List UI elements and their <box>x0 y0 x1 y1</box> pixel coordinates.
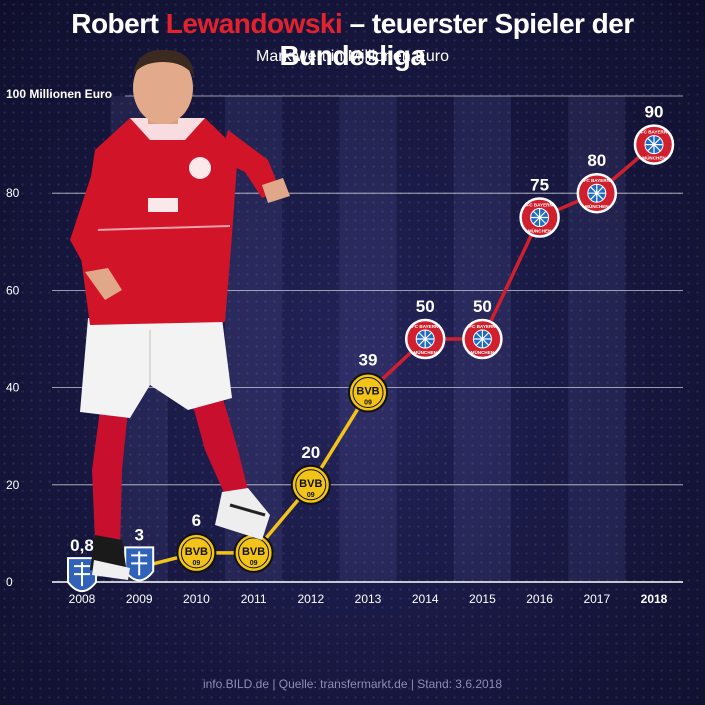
bayern-crest-text-bottom: MÜNCHEN <box>642 155 666 161</box>
column-band <box>339 96 397 582</box>
bayern-badge-marker: FC BAYERN MÜNCHEN <box>519 197 560 238</box>
series-line-segment <box>480 215 542 341</box>
x-tick-label: 2016 <box>526 592 553 606</box>
bayern-crest-text: FC BAYERN <box>469 324 496 329</box>
y-tick-label: 60 <box>6 283 20 297</box>
bayern-crest-text: FC BAYERN <box>641 130 668 135</box>
x-tick-label: 2013 <box>355 592 382 606</box>
bvb-badge-marker: BVB 09 <box>348 372 388 413</box>
bayern-badge-marker: FC BAYERN MÜNCHEN <box>576 172 618 214</box>
bayern-crest-text: FC BAYERN <box>526 203 553 208</box>
bayern-crest-text-bottom: MÜNCHEN <box>528 228 552 234</box>
y-axis-label: 100 Millionen Euro <box>6 87 113 101</box>
y-tick-label: 80 <box>6 186 20 200</box>
bvb-crest-year: 09 <box>364 399 372 406</box>
title-first-name: Robert <box>71 8 159 39</box>
y-tick-label: 20 <box>6 478 20 492</box>
bvb-badge-marker: BVB 09 <box>290 464 331 505</box>
data-label: 0,8 <box>70 536 94 555</box>
bvb-crest-year: 09 <box>193 560 201 567</box>
bayern-crest-diamonds <box>645 135 663 154</box>
data-label: 39 <box>359 350 378 369</box>
bayern-crest-text-bottom: MÜNCHEN <box>585 203 609 209</box>
bvb-crest-circle <box>290 464 331 505</box>
bayern-badge-marker: FC BAYERN MÜNCHEN <box>404 318 446 360</box>
y-tick-label: 0 <box>6 575 13 589</box>
x-tick-label: 2010 <box>183 592 210 606</box>
lech-badge-marker <box>67 557 97 593</box>
lech-crest-lines <box>74 562 90 587</box>
x-tick-label: 2018 <box>641 592 668 606</box>
bvb-crest-circle <box>176 532 217 573</box>
chart-subtitle: Marktwert in Millionen Euro <box>256 48 449 65</box>
data-label: 90 <box>645 103 664 122</box>
x-tick-label: 2015 <box>469 592 496 606</box>
x-tick-label: 2014 <box>412 592 439 606</box>
bayern-badge-marker: FC BAYERN MÜNCHEN <box>633 124 675 165</box>
bvb-crest-ring <box>295 469 327 501</box>
bvb-crest-text: BVB <box>242 546 265 558</box>
data-label: 80 <box>587 151 606 170</box>
bayern-crest-text: FC BAYERN <box>412 324 439 329</box>
data-label: 50 <box>416 297 435 316</box>
title-last-name: Lewandowski <box>165 8 343 39</box>
source-note: info.BILD.de | Quelle: transfermarkt.de … <box>202 677 503 691</box>
x-tick-label: 2009 <box>126 592 153 606</box>
bayern-crest-text-bottom: MÜNCHEN <box>471 349 495 355</box>
data-label: 50 <box>473 297 492 316</box>
bvb-badge-marker: BVB 09 <box>176 532 217 573</box>
x-tick-label: 2012 <box>297 592 324 606</box>
bvb-crest-ring <box>352 376 384 408</box>
bvb-crest-ring <box>238 537 270 569</box>
bayern-crest-text-bottom: MÜNCHEN <box>413 349 437 355</box>
bayern-crest-text: FC BAYERN <box>584 178 611 183</box>
bayern-badge-marker: FC BAYERN MÜNCHEN <box>462 318 503 360</box>
bvb-crest-text: BVB <box>299 478 322 490</box>
bvb-crest-circle <box>348 372 388 413</box>
bayern-crest-diamonds <box>587 184 606 203</box>
bvb-crest-year: 09 <box>250 560 258 567</box>
x-tick-label: 2008 <box>69 592 96 606</box>
bayern-crest-diamonds <box>473 330 492 348</box>
data-label: 20 <box>301 443 320 462</box>
bayern-crest-diamonds <box>416 330 435 348</box>
data-label: 3 <box>134 525 143 544</box>
bvb-crest-text: BVB <box>185 546 208 558</box>
bvb-crest-ring <box>180 537 212 569</box>
lech-crest-lines <box>131 551 148 576</box>
data-label: 75 <box>530 176 549 195</box>
y-tick-label: 40 <box>6 381 20 395</box>
x-tick-label: 2017 <box>583 592 610 606</box>
player-figure <box>70 49 290 580</box>
x-tick-label: 2011 <box>241 592 267 606</box>
bayern-crest-diamonds <box>530 208 549 227</box>
chart-title: Robert Lewandowski – teuerster Spieler d… <box>0 8 705 72</box>
title-rest: – teuerster Spieler der Bundesliga <box>279 8 635 71</box>
bvb-crest-text: BVB <box>356 385 379 397</box>
data-label: 6 <box>192 511 201 530</box>
bvb-crest-year: 09 <box>307 492 315 499</box>
